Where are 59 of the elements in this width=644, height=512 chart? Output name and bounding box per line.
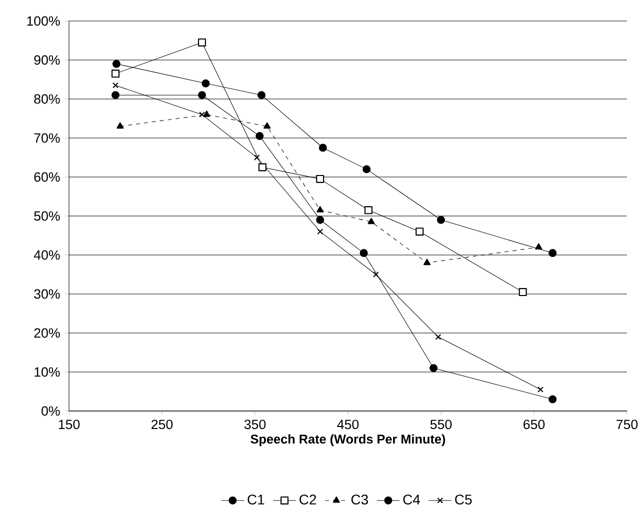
point xyxy=(112,60,120,68)
point xyxy=(535,243,542,250)
x-axis-title: Speech Rate (Words Per Minute) xyxy=(250,434,446,446)
point xyxy=(316,216,324,224)
point xyxy=(264,122,271,129)
point xyxy=(256,132,264,140)
point xyxy=(318,144,327,152)
point xyxy=(254,154,260,161)
point xyxy=(435,334,442,340)
point xyxy=(436,216,445,224)
point xyxy=(548,395,557,404)
point xyxy=(198,38,206,47)
point xyxy=(198,91,206,100)
point xyxy=(203,110,210,118)
y-tick-label: 40% xyxy=(34,250,60,260)
point xyxy=(316,175,324,184)
y-tick-label: 10% xyxy=(34,367,60,377)
point xyxy=(112,70,120,78)
point xyxy=(538,386,544,393)
x-tick-label: 250 xyxy=(152,420,173,430)
point xyxy=(372,272,379,278)
y-tick-label: 80% xyxy=(34,94,60,104)
point xyxy=(199,112,205,118)
point xyxy=(202,80,210,88)
y-tick-label: 30% xyxy=(34,289,60,299)
point xyxy=(316,206,324,213)
point xyxy=(112,91,120,100)
point xyxy=(364,206,372,214)
y-tick-label: 0% xyxy=(42,406,60,416)
y-tick-label: 20% xyxy=(34,328,60,338)
y-tick-label: 50% xyxy=(34,211,60,221)
x-tick-label: 350 xyxy=(244,420,266,430)
y-tick-label: 90% xyxy=(34,55,60,65)
x-tick-label: 750 xyxy=(616,420,638,430)
legend-label: C2 xyxy=(300,494,316,505)
point xyxy=(258,163,266,172)
legend-label: C5 xyxy=(455,494,472,505)
y-tick-label: 60% xyxy=(34,172,60,182)
x-tick-label: 150 xyxy=(58,420,80,430)
legend-label: C1 xyxy=(248,494,264,505)
point xyxy=(424,258,431,266)
point xyxy=(368,218,375,224)
x-tick-label: 550 xyxy=(430,420,452,430)
legend-label: C3 xyxy=(351,494,368,505)
point xyxy=(116,122,124,129)
point xyxy=(430,364,438,372)
point xyxy=(416,228,424,236)
point xyxy=(518,288,527,296)
point xyxy=(317,228,324,235)
x-tick-label: 450 xyxy=(337,420,359,430)
point xyxy=(362,165,371,174)
point xyxy=(258,91,266,100)
point xyxy=(548,249,557,258)
point xyxy=(360,249,368,258)
x-tick-label: 650 xyxy=(524,420,545,430)
legend-label: C4 xyxy=(403,494,420,505)
y-tick-label: 70% xyxy=(34,133,60,143)
y-tick-label: 100% xyxy=(27,16,60,26)
point xyxy=(112,82,118,88)
